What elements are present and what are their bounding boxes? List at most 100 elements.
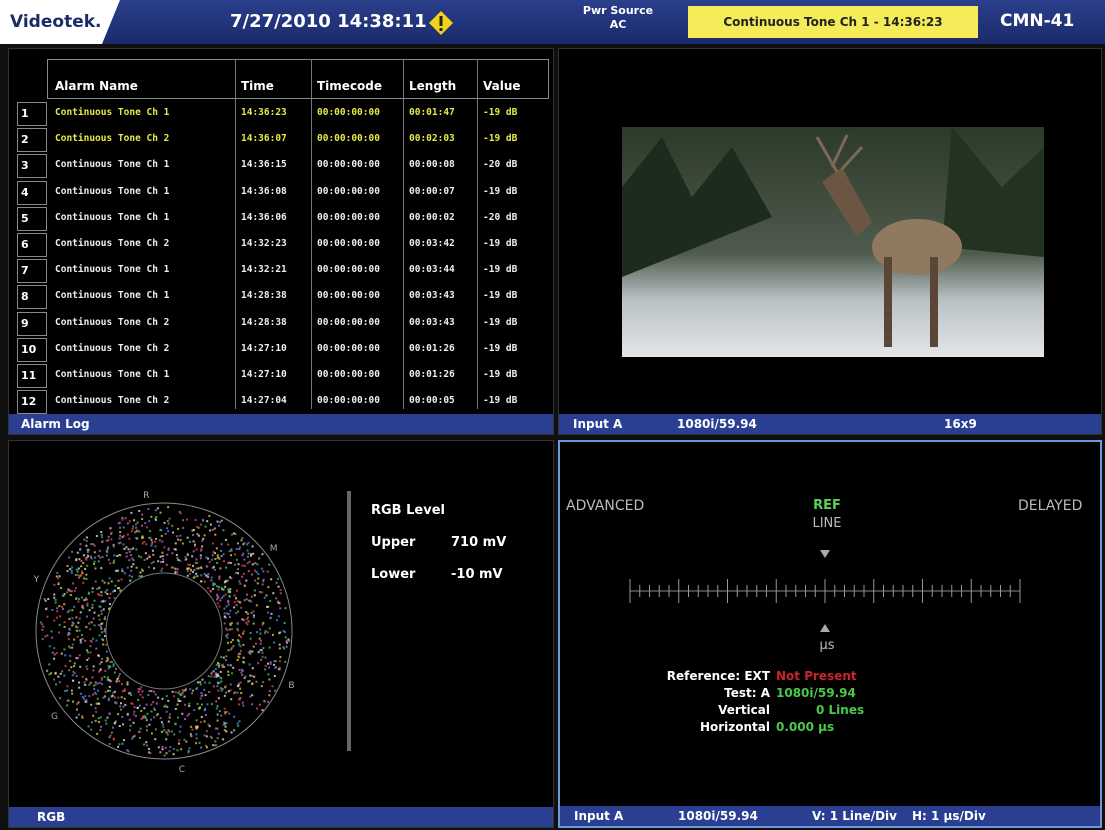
scope-dot xyxy=(190,726,192,728)
scope-dot xyxy=(72,644,74,646)
scope-dot xyxy=(107,678,109,680)
scope-dot xyxy=(91,721,93,723)
scope-dot xyxy=(182,692,184,694)
scope-dot xyxy=(187,715,189,717)
scope-dot xyxy=(45,600,47,602)
scope-dot xyxy=(251,703,253,705)
scope-dot xyxy=(79,617,81,619)
scope-dot xyxy=(118,743,120,745)
delayed-label: DELAYED xyxy=(1018,498,1082,514)
scope-dot xyxy=(135,527,137,529)
scope-dot xyxy=(114,672,116,674)
scope-dot xyxy=(250,555,252,557)
scope-dot xyxy=(106,550,108,552)
scope-dot xyxy=(98,717,100,719)
scope-dot xyxy=(86,616,88,618)
scope-dot xyxy=(181,713,183,715)
scope-dot xyxy=(76,630,78,632)
h-scale-label: H: 1 µs/Div xyxy=(912,806,986,826)
scope-dot xyxy=(217,714,219,716)
scope-dot xyxy=(59,575,61,577)
scope-dot xyxy=(241,564,243,566)
scope-dot xyxy=(265,594,267,596)
scope-dot xyxy=(78,687,80,689)
scope-dot xyxy=(132,526,134,528)
scope-dot xyxy=(269,647,271,649)
scope-dot xyxy=(73,606,75,608)
scope-dot xyxy=(67,570,69,572)
model: CMN-41 xyxy=(1000,11,1074,31)
scope-dot xyxy=(85,626,87,628)
scope-dot xyxy=(51,637,53,639)
scope-dot xyxy=(219,710,221,712)
scope-dot xyxy=(104,676,106,678)
alert-banner[interactable]: Continuous Tone Ch 1 - 14:36:23 xyxy=(688,6,978,38)
scope-dot xyxy=(237,623,239,625)
scope-dot xyxy=(196,575,198,577)
scope-dot xyxy=(166,564,168,566)
cell: 14:36:08 xyxy=(241,186,287,197)
scope-dot xyxy=(209,725,211,727)
scope-dot xyxy=(242,705,244,707)
row-number: 6 xyxy=(21,238,29,251)
scope-dot xyxy=(241,674,243,676)
scope-dot xyxy=(131,530,133,532)
scope-dot xyxy=(211,737,213,739)
scope-dot xyxy=(98,587,100,589)
scope-dot xyxy=(78,598,80,600)
scope-dot xyxy=(196,526,198,528)
scope-dot xyxy=(53,679,55,681)
scope-dot xyxy=(105,691,107,693)
scope-dot xyxy=(233,532,235,534)
scope-dot xyxy=(93,685,95,687)
scope-dot xyxy=(231,550,233,552)
scope-dot xyxy=(138,691,140,693)
scope-dot xyxy=(210,579,212,581)
scope-dot xyxy=(101,541,103,543)
scope-dot xyxy=(212,529,214,531)
scope-dot xyxy=(230,562,232,564)
scope-dot xyxy=(214,740,216,742)
scope-dot xyxy=(237,659,239,661)
scope-dot xyxy=(80,611,82,613)
scope-dot xyxy=(187,570,189,572)
scope-dot xyxy=(187,537,189,539)
scope-dot xyxy=(59,697,61,699)
scope-dot xyxy=(279,631,281,633)
scope-dot xyxy=(118,580,120,582)
scope-dot xyxy=(254,570,256,572)
scope-dot xyxy=(220,671,222,673)
scope-dot xyxy=(189,747,191,749)
scope-dot xyxy=(223,560,225,562)
cell: Continuous Tone Ch 2 xyxy=(55,343,169,354)
scope-dot xyxy=(279,667,281,669)
scope-dot xyxy=(223,608,225,610)
scope-dot xyxy=(178,690,180,692)
scope-dot xyxy=(173,733,175,735)
scope-dot xyxy=(46,616,48,618)
scope-dot xyxy=(75,559,77,561)
cell: 14:27:10 xyxy=(241,369,287,380)
scope-dot xyxy=(86,666,88,668)
scope-dot xyxy=(175,708,177,710)
scope-dot xyxy=(155,538,157,540)
scope-dot xyxy=(100,591,102,593)
scope-dot xyxy=(221,664,223,666)
scope-dot xyxy=(113,554,115,556)
scope-dot xyxy=(200,683,202,685)
scope-dot xyxy=(285,636,287,638)
scope-dot xyxy=(141,514,143,516)
scope-dot xyxy=(150,719,152,721)
